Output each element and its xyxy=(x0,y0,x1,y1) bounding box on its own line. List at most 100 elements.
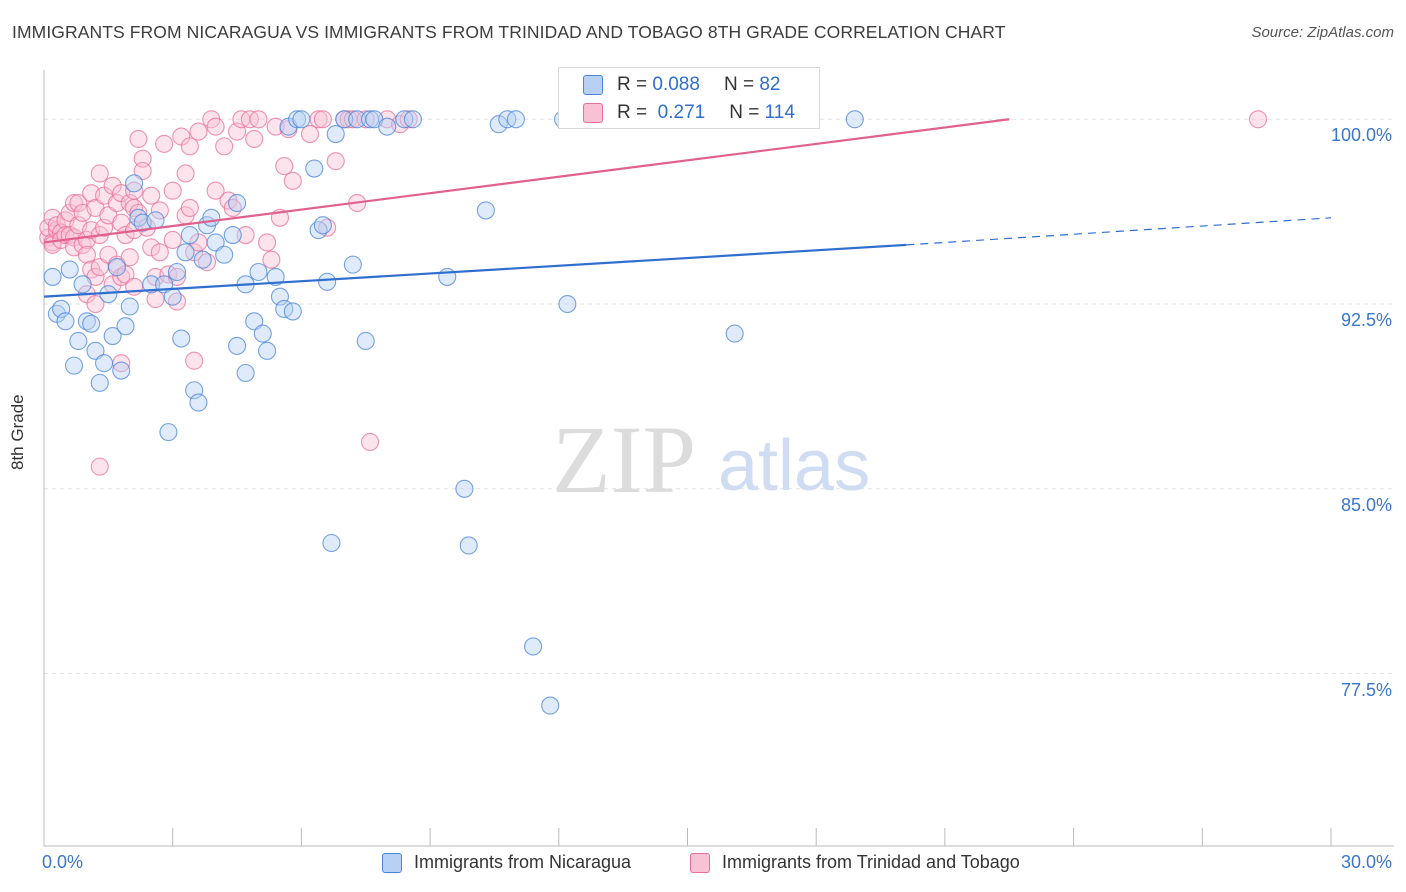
point-trinidad xyxy=(142,186,161,205)
swatch-trinidad xyxy=(583,103,603,123)
point-trinidad xyxy=(300,125,320,144)
r-label: R = xyxy=(617,74,648,95)
point-trinidad xyxy=(163,230,182,250)
point-nicaragua xyxy=(313,216,332,235)
point-nicaragua xyxy=(176,243,195,262)
point-nicaragua xyxy=(476,201,495,220)
watermark-zip: ZIP xyxy=(552,406,696,513)
point-nicaragua xyxy=(120,297,139,316)
point-nicaragua xyxy=(360,110,380,129)
trend-line-nicaragua-extension xyxy=(906,217,1332,246)
point-nicaragua xyxy=(215,245,234,264)
point-trinidad xyxy=(180,198,199,218)
point-nicaragua xyxy=(459,536,478,555)
chart-source: Source: ZipAtlas.com xyxy=(1251,24,1394,41)
point-nicaragua xyxy=(86,341,105,360)
point-nicaragua xyxy=(326,125,345,144)
point-nicaragua xyxy=(95,354,114,373)
trend-lines xyxy=(43,118,1332,298)
point-nicaragua xyxy=(249,262,268,282)
point-trinidad xyxy=(360,432,380,452)
point-nicaragua xyxy=(142,275,161,294)
point-nicaragua xyxy=(172,329,191,348)
point-trinidad xyxy=(283,171,302,190)
point-nicaragua xyxy=(506,110,525,129)
point-nicaragua xyxy=(305,159,324,178)
n-label: N = xyxy=(729,102,760,123)
point-nicaragua xyxy=(193,250,212,269)
point-trinidad xyxy=(90,164,109,183)
n-value-trinidad: 114 xyxy=(764,102,795,123)
point-nicaragua xyxy=(56,312,75,331)
point-trinidad xyxy=(163,181,182,200)
point-nicaragua xyxy=(541,696,560,715)
legend-swatch-nicaragua xyxy=(382,852,402,873)
point-nicaragua xyxy=(266,267,285,286)
point-nicaragua xyxy=(524,637,543,656)
point-nicaragua xyxy=(725,324,744,343)
point-nicaragua xyxy=(163,287,182,306)
point-nicaragua xyxy=(438,267,457,286)
series-nicaragua-points xyxy=(43,110,864,715)
point-trinidad xyxy=(129,203,148,222)
point-trinidad xyxy=(236,226,255,245)
point-trinidad xyxy=(206,181,225,200)
point-nicaragua xyxy=(288,110,307,129)
point-trinidad xyxy=(142,238,161,257)
point-nicaragua xyxy=(253,324,272,343)
grid-lines xyxy=(44,118,1394,675)
point-nicaragua xyxy=(403,110,422,129)
point-nicaragua xyxy=(125,174,144,193)
point-nicaragua xyxy=(258,341,277,360)
point-nicaragua xyxy=(228,193,247,213)
point-nicaragua xyxy=(206,233,225,252)
legend-item-trinidad: Immigrants from Trinidad and Tobago xyxy=(690,852,1020,873)
legend-label-trinidad: Immigrants from Trinidad and Tobago xyxy=(722,852,1020,872)
point-nicaragua xyxy=(146,211,165,230)
point-trinidad xyxy=(155,134,174,153)
trend-line-nicaragua xyxy=(43,243,907,298)
point-nicaragua xyxy=(223,226,242,245)
point-trinidad xyxy=(150,243,169,262)
point-nicaragua xyxy=(489,115,508,134)
point-trinidad xyxy=(133,161,152,181)
point-nicaragua xyxy=(558,294,577,314)
series-trinidad-points xyxy=(39,110,1268,476)
point-nicaragua xyxy=(318,272,337,291)
point-nicaragua xyxy=(43,267,62,286)
stats-row-trinidad: R = 0.271 N = 114 xyxy=(583,100,795,126)
n-label: N = xyxy=(723,74,755,95)
r-label: R = xyxy=(617,102,648,123)
y-tick-label: 77.5% xyxy=(1340,679,1392,700)
point-trinidad xyxy=(176,164,195,183)
legend-item-nicaragua: Immigrants from Nicaragua xyxy=(382,852,631,873)
point-trinidad xyxy=(189,122,208,141)
point-trinidad xyxy=(90,457,109,476)
point-trinidad xyxy=(313,110,332,129)
point-nicaragua xyxy=(845,110,864,129)
point-trinidad xyxy=(129,129,148,149)
n-value-nicaragua: 82 xyxy=(759,74,781,95)
point-nicaragua xyxy=(180,226,199,245)
point-nicaragua xyxy=(73,275,92,294)
x-tick-label-min: 0.0% xyxy=(42,852,84,872)
stats-legend: R = 0.088 N = 82 R = 0.271 N = 114 xyxy=(558,67,820,129)
point-trinidad xyxy=(262,250,281,269)
point-nicaragua xyxy=(60,260,79,279)
point-trinidad xyxy=(245,129,264,149)
point-trinidad xyxy=(180,137,199,156)
point-nicaragua xyxy=(236,363,255,383)
point-trinidad xyxy=(185,351,204,370)
point-nicaragua xyxy=(356,331,375,351)
point-trinidad xyxy=(133,149,152,168)
point-nicaragua xyxy=(292,110,311,129)
point-trinidad xyxy=(77,245,96,264)
point-trinidad xyxy=(206,117,225,136)
point-nicaragua xyxy=(167,262,187,282)
axes xyxy=(43,70,1394,847)
point-trinidad xyxy=(215,137,234,156)
point-nicaragua xyxy=(245,312,264,331)
point-nicaragua xyxy=(103,327,122,346)
point-trinidad xyxy=(399,110,418,129)
